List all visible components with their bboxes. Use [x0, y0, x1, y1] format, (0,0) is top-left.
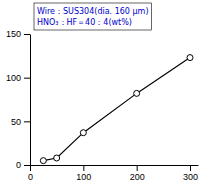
x-tick: 200	[130, 165, 145, 182]
point	[187, 55, 193, 61]
chart: 0 100 200 300 0 50 100 150 Wire：SUS304(dia. 160 …	[0, 0, 210, 185]
x-tick-mark	[137, 165, 138, 171]
annotation-text: HNO₃：HF＝40：4(wt%)	[37, 18, 132, 27]
y-axis: 0 50 100 150	[6, 29, 31, 170]
x-tick-label: 300	[183, 172, 198, 182]
x-tick-label: 0	[28, 172, 33, 182]
x-axis-line	[31, 165, 199, 166]
point	[54, 155, 60, 161]
x-tick: 300	[183, 165, 198, 182]
y-tick: 50	[11, 117, 30, 127]
line	[43, 58, 190, 161]
point	[40, 158, 46, 164]
plot: 0 100 200 300 0 50 100 150	[6, 29, 199, 182]
y-tick-label: 50	[11, 117, 21, 127]
point	[80, 130, 86, 136]
y-tick: 0	[16, 160, 30, 170]
y-tick-label: 0	[16, 160, 21, 170]
y-tick: 100	[6, 73, 30, 83]
y-tick-label: 100	[6, 73, 21, 83]
y-tick-mark	[24, 121, 30, 122]
annotation-text: Wire：SUS304(dia. 160 μm)	[37, 7, 149, 16]
y-tick-mark	[24, 34, 30, 35]
annotation: Wire：SUS304(dia. 160 μm) HNO₃：HF＝40：4(wt%…	[34, 3, 152, 30]
x-tick-mark	[190, 165, 191, 171]
x-tick-mark	[30, 165, 31, 171]
y-tick-label: 150	[6, 29, 21, 39]
x-tick-label: 100	[76, 172, 91, 182]
x-tick: 100	[76, 165, 91, 182]
marks	[40, 55, 193, 164]
x-tick-label: 200	[130, 172, 145, 182]
y-axis-line	[30, 35, 31, 166]
x-axis: 0 100 200 300	[28, 165, 199, 182]
y-tick-mark	[24, 78, 30, 79]
x-tick-mark	[83, 165, 84, 171]
point	[134, 90, 140, 96]
y-tick-mark	[24, 165, 30, 166]
y-tick: 150	[6, 29, 30, 39]
x-tick: 0	[28, 165, 33, 182]
annotation-box	[34, 3, 152, 30]
